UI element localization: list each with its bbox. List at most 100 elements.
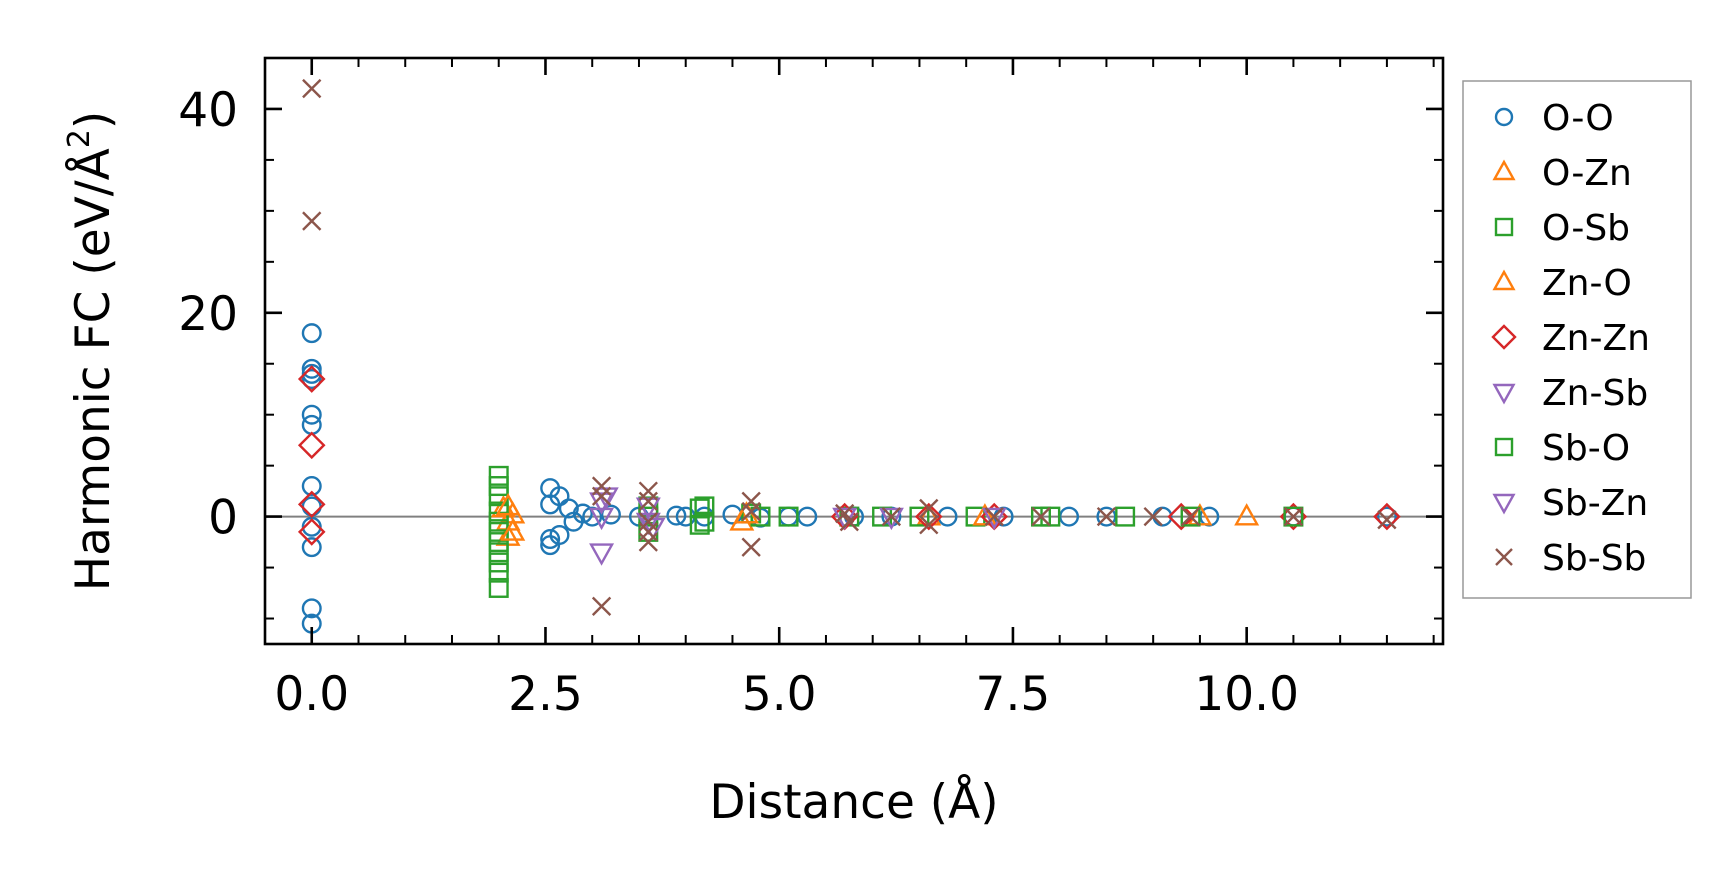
data-point	[297, 490, 326, 519]
data-point	[689, 498, 710, 519]
data-point	[1031, 506, 1051, 527]
data-point	[500, 518, 526, 541]
x-axis-label: Distance (Å)	[709, 775, 998, 830]
data-point	[981, 507, 1007, 531]
data-point	[488, 552, 509, 573]
legend-label: Zn-O	[1542, 263, 1632, 304]
data-point	[301, 358, 322, 379]
legend-label: O-Sb	[1542, 208, 1630, 249]
data-point	[589, 507, 615, 531]
data-point	[1234, 503, 1260, 526]
data-point	[1377, 510, 1397, 530]
legend-label: Zn-Zn	[1542, 318, 1650, 359]
legend-label: Zn-Sb	[1542, 373, 1648, 414]
data-point	[488, 476, 509, 497]
legend-label: Sb-Sb	[1542, 538, 1646, 579]
data-point	[666, 505, 687, 526]
data-point	[301, 323, 322, 344]
legend-marker	[1494, 437, 1514, 457]
y-tick-label: 20	[178, 287, 238, 342]
data-point	[488, 501, 509, 522]
data-point	[301, 598, 322, 619]
data-point	[301, 537, 322, 558]
legend-marker	[1491, 324, 1517, 350]
data-point	[694, 496, 715, 517]
y-axis-label-main: Harmonic FC (eV/Å	[66, 148, 121, 591]
data-point	[572, 503, 593, 524]
legend-label: Sb-Zn	[1542, 483, 1648, 524]
data-point	[638, 532, 658, 552]
data-point	[488, 577, 509, 598]
data-point	[589, 543, 615, 566]
x-tick-label: 7.5	[976, 667, 1051, 722]
data-point	[741, 501, 761, 522]
data-point	[301, 496, 322, 517]
series-sb-sb	[302, 78, 1397, 616]
x-tick-label: 0.0	[274, 667, 349, 722]
legend-marker	[1494, 217, 1514, 237]
data-point	[1283, 506, 1304, 527]
x-tick-label: 5.0	[742, 667, 817, 722]
y-axis-label-tail: )	[66, 111, 121, 129]
data-point	[488, 542, 509, 563]
legend-marker	[1494, 107, 1514, 127]
x-tick-label: 2.5	[508, 667, 583, 722]
data-point	[1096, 506, 1117, 527]
data-point	[984, 506, 1004, 527]
data-point	[302, 78, 322, 99]
data-point	[839, 512, 859, 532]
data-point	[495, 492, 521, 516]
data-point	[591, 486, 612, 506]
data-point	[909, 506, 930, 527]
data-point	[919, 498, 939, 519]
tick-labels: 0.0 2.5 5.0 7.5 10.0 0 20 40	[178, 83, 1299, 722]
data-point	[919, 515, 939, 535]
data-point	[297, 365, 326, 393]
data-point	[1167, 502, 1196, 531]
plot-frame	[263, 56, 1445, 646]
legend-marker	[1492, 159, 1516, 181]
data-point	[600, 504, 621, 525]
legend-marker	[1492, 269, 1516, 291]
data-point	[1180, 506, 1201, 527]
axis-ticks	[265, 57, 1443, 644]
legend-marker	[1492, 383, 1516, 405]
data-point	[301, 363, 322, 384]
data-point	[540, 529, 561, 550]
data-point	[1376, 506, 1397, 527]
data-point	[778, 506, 799, 527]
data-point	[881, 506, 902, 527]
data-point	[488, 562, 509, 583]
legend-label: O-Zn	[1542, 153, 1632, 194]
data-point	[914, 502, 943, 531]
data-point	[302, 211, 322, 231]
data-point	[640, 517, 666, 541]
data-point	[488, 532, 509, 553]
series-o-sb	[488, 465, 1136, 598]
y-axis-label-superscript: 2	[62, 129, 97, 148]
x-tick-label: 10.0	[1194, 667, 1299, 722]
legend-marker	[1492, 493, 1516, 515]
data-point	[591, 596, 612, 616]
data-point	[591, 476, 612, 496]
data-point	[297, 518, 326, 546]
data-point	[301, 369, 322, 390]
data-point	[301, 414, 322, 435]
data-point	[297, 431, 326, 460]
legend-label: O-O	[1542, 98, 1614, 139]
data-point	[694, 511, 715, 532]
data-point	[1143, 506, 1163, 527]
series-o-o	[301, 323, 1397, 634]
data-point	[635, 512, 661, 536]
data-point	[1283, 506, 1304, 527]
data-point	[741, 537, 761, 557]
y-tick-label: 40	[178, 83, 238, 138]
y-tick-label: 0	[208, 491, 238, 546]
data-point	[750, 506, 771, 527]
data-point	[1115, 506, 1136, 527]
data-point	[878, 507, 904, 531]
legend-label: Sb-O	[1542, 428, 1630, 469]
data-point	[558, 498, 579, 519]
y-axis-label: Harmonic FC (eV/Å2)	[62, 111, 121, 591]
